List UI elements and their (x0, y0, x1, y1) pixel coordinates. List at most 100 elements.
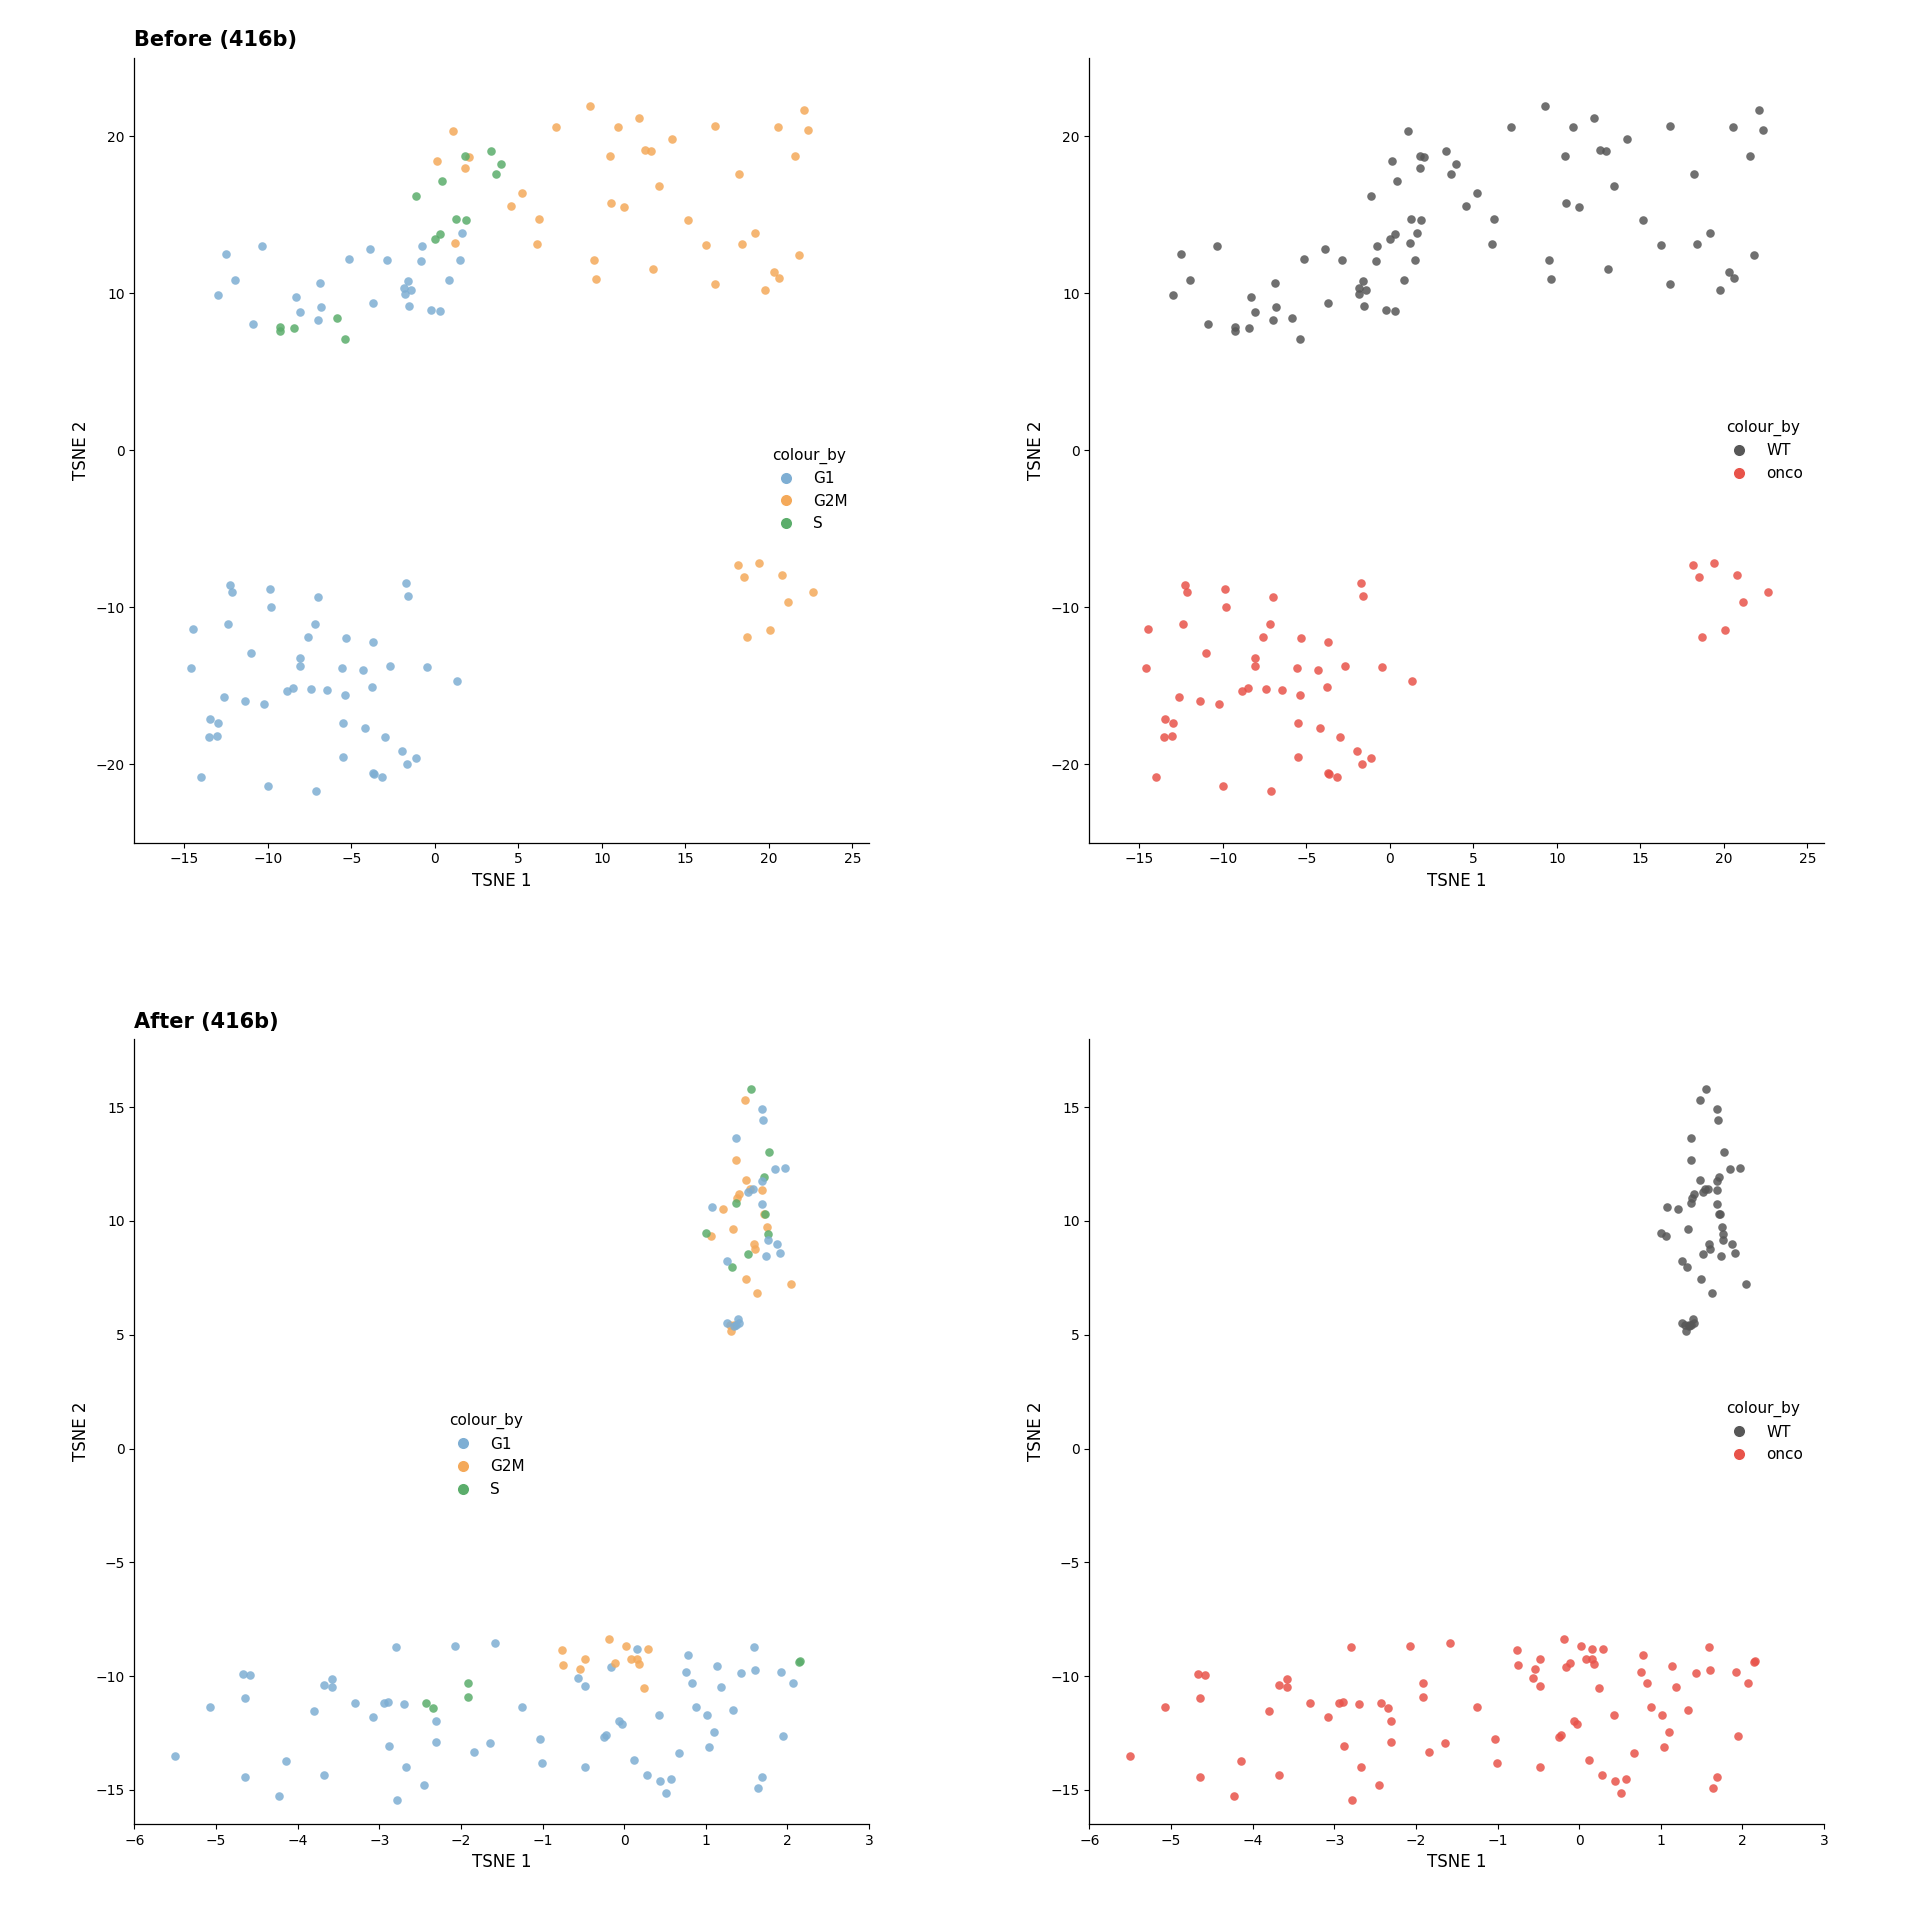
Point (762, 111, 793, 142)
Point (657, 123, 687, 154)
Point (1373, 1693, 1404, 1724)
Point (298, 1695, 328, 1726)
Point (1380, 219, 1411, 250)
Point (718, 1213, 749, 1244)
Point (426, 165, 457, 196)
Point (1283, 741, 1313, 772)
Point (392, 265, 422, 296)
Point (1672, 1695, 1703, 1726)
Legend: WT, onco: WT, onco (1716, 413, 1809, 488)
Point (1394, 228, 1425, 259)
Point (1678, 159, 1709, 190)
Point (1379, 296, 1409, 326)
Point (762, 1229, 793, 1260)
Point (670, 1657, 701, 1688)
Point (522, 228, 553, 259)
Point (1204, 689, 1235, 720)
Point (1325, 722, 1356, 753)
Point (603, 111, 634, 142)
Point (703, 1651, 733, 1682)
Point (1576, 1634, 1607, 1665)
Point (230, 685, 261, 716)
Point (1392, 115, 1423, 146)
Point (705, 1672, 735, 1703)
Point (718, 1309, 749, 1340)
Point (1716, 1229, 1747, 1260)
Point (718, 1309, 749, 1340)
Point (390, 278, 420, 309)
Point (1571, 1644, 1601, 1674)
Point (424, 296, 455, 326)
Point (1722, 1720, 1753, 1751)
Point (1692, 1173, 1722, 1204)
X-axis label: TSNE 1: TSNE 1 (472, 872, 532, 891)
Point (1461, 1692, 1492, 1722)
Point (1563, 192, 1594, 223)
Point (1536, 265, 1567, 296)
Point (263, 1782, 294, 1812)
Point (1304, 655, 1334, 685)
Point (1185, 685, 1215, 716)
Point (1158, 707, 1188, 737)
Point (776, 1269, 806, 1300)
Point (716, 1315, 747, 1346)
Point (1202, 230, 1233, 261)
Point (1684, 561, 1715, 591)
Point (1705, 275, 1736, 305)
Point (724, 1304, 755, 1334)
Point (1304, 712, 1334, 743)
Point (1670, 1315, 1701, 1346)
Point (1210, 591, 1240, 622)
Point (300, 776, 330, 806)
Point (311, 674, 342, 705)
Point (1676, 1144, 1707, 1175)
Point (1651, 1221, 1682, 1252)
Point (764, 263, 795, 294)
Point (1718, 111, 1749, 142)
Point (1690, 1073, 1720, 1104)
Point (250, 689, 280, 720)
Point (707, 1194, 737, 1225)
Point (753, 1225, 783, 1256)
Point (751, 1198, 781, 1229)
Point (726, 1659, 756, 1690)
Point (453, 1668, 484, 1699)
Point (778, 1667, 808, 1697)
Point (1325, 1688, 1356, 1718)
Point (507, 1692, 538, 1722)
Point (1356, 180, 1386, 211)
Point (1551, 1651, 1582, 1682)
Point (789, 96, 820, 127)
Point (739, 1235, 770, 1265)
Point (624, 1649, 655, 1680)
Point (1336, 1632, 1367, 1663)
Point (595, 1651, 626, 1682)
Point (1254, 1695, 1284, 1726)
Point (1546, 1720, 1576, 1751)
Point (739, 1632, 770, 1663)
Point (1584, 1672, 1615, 1703)
Point (1348, 265, 1379, 296)
Point (1611, 123, 1642, 154)
Point (712, 1246, 743, 1277)
Point (204, 280, 234, 311)
Point (770, 1154, 801, 1185)
Point (1156, 720, 1187, 751)
Point (1344, 273, 1375, 303)
Point (271, 1745, 301, 1776)
Point (1703, 1104, 1734, 1135)
Point (1599, 1766, 1630, 1797)
Point (1649, 1732, 1680, 1763)
Point (1524, 1644, 1555, 1674)
Point (607, 1709, 637, 1740)
Point (1628, 205, 1659, 236)
Point (357, 1701, 388, 1732)
Point (273, 676, 303, 707)
Point (449, 154, 480, 184)
Point (753, 1137, 783, 1167)
Point (672, 1640, 703, 1670)
Point (1705, 1240, 1736, 1271)
Point (1707, 1219, 1738, 1250)
Point (591, 1720, 622, 1751)
Point (1549, 140, 1580, 171)
